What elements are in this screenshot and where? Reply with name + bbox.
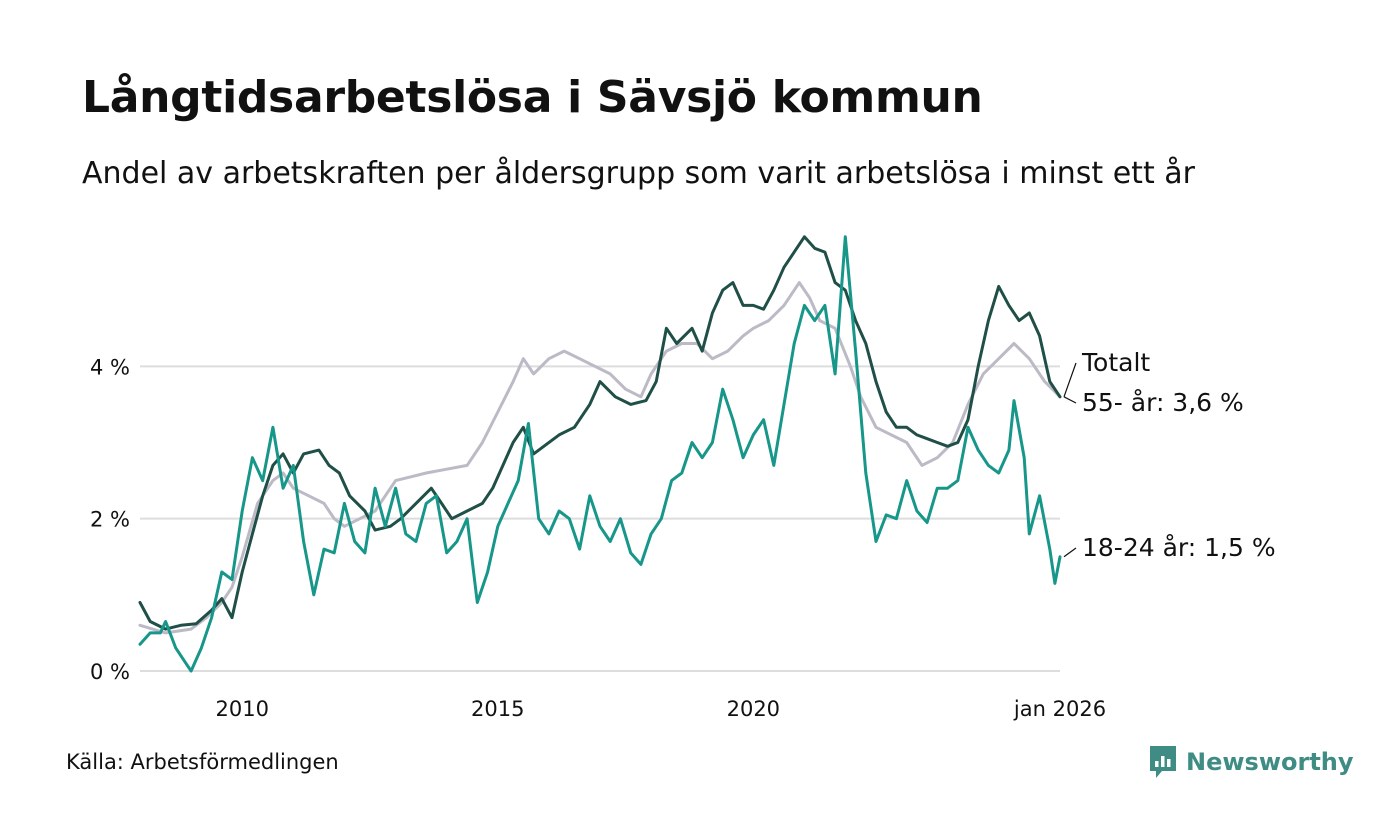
y-tick-label: 4 % bbox=[90, 355, 130, 379]
label-leader-line bbox=[1063, 362, 1077, 398]
series-line-age18_24 bbox=[138, 235, 1062, 673]
series-end-label: Totalt bbox=[1081, 348, 1150, 377]
chart-subtitle: Andel av arbetskraften per åldersgrupp s… bbox=[82, 156, 1195, 191]
label-leader-line bbox=[1063, 396, 1077, 404]
series-line-total bbox=[138, 281, 1062, 635]
label-leader-line bbox=[1063, 547, 1077, 558]
newsworthy-logo-icon bbox=[1150, 746, 1176, 778]
chart-labels: 0 % 2 % 4 % 2010 2015 2020 jan 2026 Totalt 55- å… bbox=[90, 348, 1276, 721]
brand-name: Newsworthy bbox=[1186, 748, 1354, 776]
series-end-label: 55- år: 3,6 % bbox=[1082, 388, 1244, 417]
x-tick-label: 2015 bbox=[471, 697, 524, 721]
source-note: Källa: Arbetsförmedlingen bbox=[66, 750, 339, 774]
series-end-label: 18-24 år: 1,5 % bbox=[1082, 533, 1276, 562]
x-tick-label: jan 2026 bbox=[1013, 697, 1106, 721]
series-lines bbox=[138, 235, 1062, 673]
y-tick-label: 2 % bbox=[90, 508, 130, 532]
x-tick-label: 2020 bbox=[727, 697, 780, 721]
chart-title: Långtidsarbetslösa i Sävsjö kommun bbox=[82, 72, 983, 123]
gridlines bbox=[140, 365, 1060, 672]
y-tick-label: 0 % bbox=[90, 660, 130, 684]
series-line-age55 bbox=[138, 235, 1062, 631]
brand-logo[interactable]: Newsworthy bbox=[1148, 744, 1354, 780]
x-tick-label: 2010 bbox=[215, 697, 268, 721]
